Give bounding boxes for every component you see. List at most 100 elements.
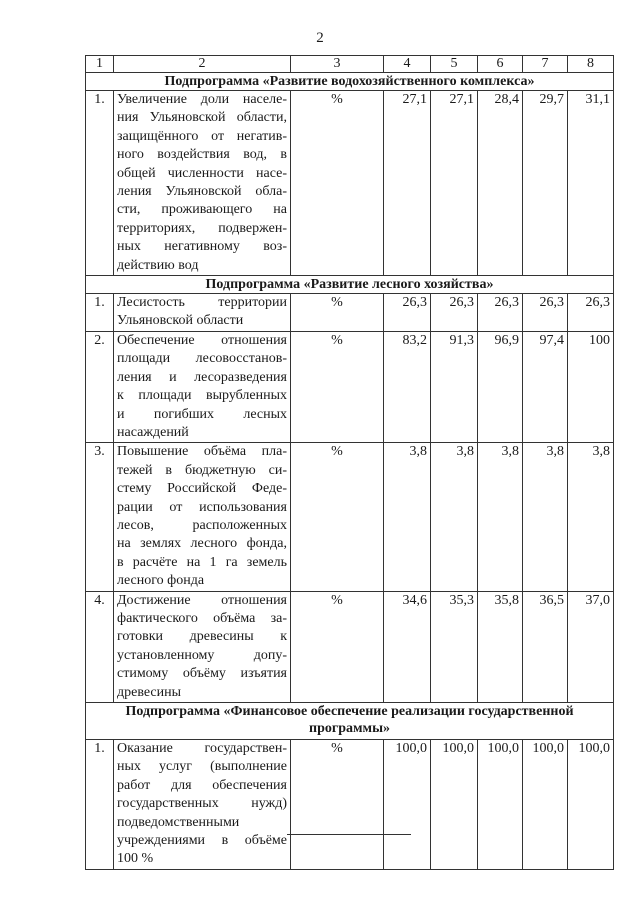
value-cell: 35,8 (477, 590, 523, 704)
value-cell: 37,0 (567, 590, 614, 704)
row-number: 1. (85, 89, 114, 277)
value-cell: 100,0 (522, 739, 568, 870)
description-line: ного воздействия вод, в (117, 147, 287, 163)
value-cell: 3,8 (477, 442, 523, 592)
row-number: 4. (85, 590, 114, 704)
unit-cell: % (290, 330, 384, 444)
indicators-table: 1 2 3 4 5 6 7 8 Подпрограмма «Развитие в… (85, 55, 614, 870)
indicator-description: Оказание государствен-ных услуг (выполне… (113, 739, 291, 870)
value-cell: 35,3 (430, 590, 478, 704)
description-line: площади лесовосстанов- (117, 351, 287, 367)
column-header: 3 (290, 55, 384, 73)
column-header: 8 (567, 55, 614, 73)
description-line: общей численности насе- (117, 165, 287, 181)
row-number: 3. (85, 442, 114, 592)
description-line: на землях лесного фонда, (117, 536, 287, 552)
description-line: ных услуг (выполнение (117, 759, 287, 775)
description-line: стему Российской Феде- (117, 481, 287, 497)
description-line: 100 % (117, 851, 154, 867)
unit-cell: % (290, 739, 384, 870)
value-cell: 27,1 (430, 89, 478, 277)
indicator-description: Лесистость территории Ульяновской области (113, 293, 291, 332)
value-cell: 100,0 (567, 739, 614, 870)
description-line: действию вод (117, 257, 199, 273)
table-row: 1. Лесистость территории Ульяновской облас… (85, 293, 614, 332)
value-cell: 26,3 (430, 293, 478, 332)
value-cell: 91,3 (430, 330, 478, 444)
value-cell: 31,1 (567, 89, 614, 277)
description-line: учреждениями в объёме (117, 833, 287, 849)
column-header: 7 (522, 55, 568, 73)
subprogram-title: Подпрограмма «Развитие лесного хозяйства… (85, 275, 614, 295)
indicator-description: Увеличение доли населе-ния Ульяновской о… (113, 89, 291, 277)
subprogram-title: Подпрограмма «Финансовое обеспечение реа… (85, 702, 614, 740)
column-header: 2 (113, 55, 291, 73)
value-cell: 96,9 (477, 330, 523, 444)
description-line: ления Ульяновской обла- (117, 184, 287, 200)
description-line: древесины (117, 684, 182, 700)
value-cell: 36,5 (522, 590, 568, 704)
value-cell: 3,8 (567, 442, 614, 592)
description-line: ления и лесоразведения (117, 369, 287, 385)
column-header: 4 (383, 55, 431, 73)
description-line: ных негативному воз- (117, 239, 287, 255)
subprogram-title: Подпрограмма «Развитие водохозяйственног… (85, 72, 614, 91)
column-header: 5 (430, 55, 478, 73)
description-line: насаждений (117, 424, 189, 440)
unit-cell: % (290, 442, 384, 592)
value-cell: 3,8 (430, 442, 478, 592)
row-number: 1. (85, 739, 114, 870)
description-line: Достижение отношения (117, 592, 287, 608)
description-line: в расчёте на 1 га земель (117, 554, 287, 570)
value-cell: 28,4 (477, 89, 523, 277)
unit-cell: % (290, 89, 384, 277)
description-line: Лесистость территории (117, 295, 287, 311)
description-line: стимому объёму изъятия (117, 666, 287, 682)
description-line: к площади вырубленных (117, 388, 287, 404)
value-cell: 29,7 (522, 89, 568, 277)
value-cell: 26,3 (383, 293, 431, 332)
description-line: защищённого от негатив- (117, 128, 287, 144)
subprogram-header: Подпрограмма «Развитие водохозяйственног… (85, 72, 614, 91)
description-line: подведомственными (117, 814, 240, 830)
description-line: тежей в бюджетную си- (117, 462, 287, 478)
description-line: Оказание государствен- (117, 741, 287, 756)
description-line: и погибших лесных (117, 406, 287, 422)
page-number: 2 (316, 30, 324, 46)
row-number: 2. (85, 330, 114, 444)
column-header: 6 (477, 55, 523, 73)
table-row: 3. Повышение объёма пла-тежей в бюджетную… (85, 442, 614, 592)
row-number: 1. (85, 293, 114, 332)
indicator-description: Обеспечение отношения площади лесовосстан… (113, 330, 291, 444)
value-cell: 27,1 (383, 89, 431, 277)
table-row: 4. Достижение отношения фактического объём… (85, 590, 614, 704)
description-line: работ для обеспечения (117, 777, 287, 793)
value-cell: 3,8 (383, 442, 431, 592)
description-line: Повышение объёма пла- (117, 444, 287, 460)
description-line: Ульяновской области (117, 313, 244, 329)
value-cell: 26,3 (477, 293, 523, 332)
column-number-header: 1 2 3 4 5 6 7 8 (85, 55, 614, 73)
description-line: фактического объёма за- (117, 610, 287, 626)
value-cell: 34,6 (383, 590, 431, 704)
description-line: Обеспечение отношения (117, 332, 287, 348)
value-cell: 97,4 (522, 330, 568, 444)
value-cell: 100,0 (383, 739, 431, 870)
indicator-description: Повышение объёма пла-тежей в бюджетную с… (113, 442, 291, 592)
description-line: рации от использования (117, 499, 287, 515)
table-row: 1. Увеличение доли населе-ния Ульяновской… (85, 89, 614, 277)
table-row: 2. Обеспечение отношения площади лесовосст… (85, 330, 614, 444)
footer-rule (287, 834, 411, 835)
description-line: ния Ульяновской области, (117, 110, 287, 126)
indicator-description: Достижение отношения фактического объёма … (113, 590, 291, 704)
value-cell: 83,2 (383, 330, 431, 444)
description-line: лесов, расположенных (117, 517, 287, 533)
description-line: Увеличение доли населе- (117, 92, 287, 107)
subprogram-header: Подпрограмма «Финансовое обеспечение реа… (85, 702, 614, 740)
description-line: установленному допу- (117, 647, 287, 663)
value-cell: 100,0 (430, 739, 478, 870)
value-cell: 26,3 (567, 293, 614, 332)
description-line: готовки древесины к (117, 629, 287, 645)
description-line: государственных нужд) (117, 796, 287, 812)
column-header: 1 (85, 55, 114, 73)
